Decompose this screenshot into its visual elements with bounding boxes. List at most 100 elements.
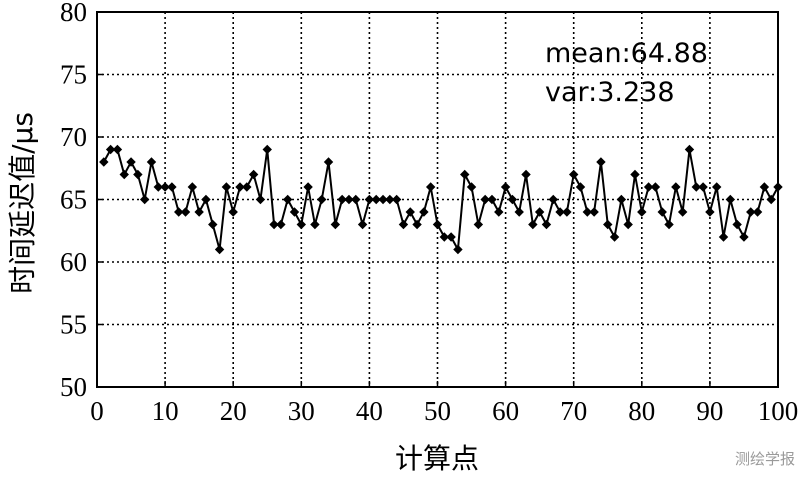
data-point [521,169,531,180]
data-point [643,182,654,192]
data-point [344,194,354,205]
data-point [187,182,198,192]
data-point [105,144,116,155]
y-tick-label: 65 [60,185,87,215]
data-point [568,169,579,180]
data-point [385,194,395,205]
data-point [691,182,701,192]
data-point [235,182,245,192]
x-tick-label: 70 [560,396,587,426]
x-tick-label: 50 [424,396,451,426]
data-point [228,207,238,217]
data-point [337,194,347,205]
data-point [276,219,286,230]
data-point [589,207,599,217]
data-point [357,219,368,230]
data-point [180,207,191,217]
data-point [126,157,136,167]
data-point [718,232,729,242]
y-tick-label: 75 [60,60,87,90]
x-tick-label: 0 [90,396,104,426]
data-point [712,182,722,192]
data-point [398,219,409,230]
x-axis-title: 计算点 [395,442,479,475]
series-line [102,148,779,251]
x-tick-label: 90 [696,396,723,426]
data-point [160,182,170,192]
data-point [562,207,572,217]
data-point [99,157,109,167]
data-point [575,182,586,192]
data-point [201,194,211,205]
data-point [746,207,756,217]
data-point [139,194,150,205]
data-point [616,194,627,205]
data-point [494,207,504,217]
data-point [596,157,606,167]
data-point [439,232,450,242]
data-point [391,194,402,205]
y-tick-label: 80 [60,0,87,27]
data-point [289,207,300,217]
data-point [146,157,157,167]
y-tick-label: 55 [60,310,87,340]
data-point [650,182,661,192]
variance-annotation: var:3.238 [545,77,675,108]
data-point [248,169,259,180]
data-point [317,194,327,205]
data-point [528,219,538,230]
data-point [514,207,524,217]
data-point [500,182,511,192]
data-point [548,194,558,205]
data-point [725,194,736,205]
data-point [541,219,552,230]
data-point [487,194,497,205]
data-point [296,219,307,230]
data-point [371,194,381,205]
data-point [507,194,518,205]
data-point [330,219,341,230]
data-point [405,207,415,217]
x-tick-label: 30 [288,396,315,426]
data-point [609,232,620,242]
data-point [153,182,163,192]
data-point [255,194,266,205]
data-point [133,169,143,180]
data-point [262,144,272,155]
x-tick-label: 20 [220,396,247,426]
data-point [460,169,470,180]
mean-annotation: mean:64.88 [545,38,708,69]
data-point [766,194,776,205]
data-point [623,219,633,230]
data-point [323,157,334,167]
y-tick-label: 50 [60,372,87,402]
y-tick-label: 60 [60,247,87,277]
x-axis-ticks: 0 10 20 30 40 50 60 70 80 90 100 [90,381,798,426]
y-axis-title: 时间延迟值/μs [6,112,39,294]
data-point [303,182,313,192]
data-point [378,194,388,205]
x-tick-label: 10 [152,396,179,426]
data-point [208,219,218,230]
data-point [119,169,129,180]
data-point [664,219,674,230]
data-point [351,194,361,205]
y-axis-ticks: 50 55 60 65 70 75 80 [60,0,103,402]
data-point [364,194,375,205]
data-point [657,207,667,217]
series-group [99,144,783,255]
data-point [671,182,681,192]
data-point [282,194,293,205]
data-point [759,182,770,192]
data-point [310,219,320,230]
data-point [446,232,456,242]
data-point [214,244,225,255]
data-point [419,207,429,217]
x-tick-label: 100 [758,396,799,426]
data-point [466,182,477,192]
data-point [112,144,123,155]
data-point [453,244,463,255]
data-point [684,144,695,155]
x-tick-label: 40 [356,396,383,426]
